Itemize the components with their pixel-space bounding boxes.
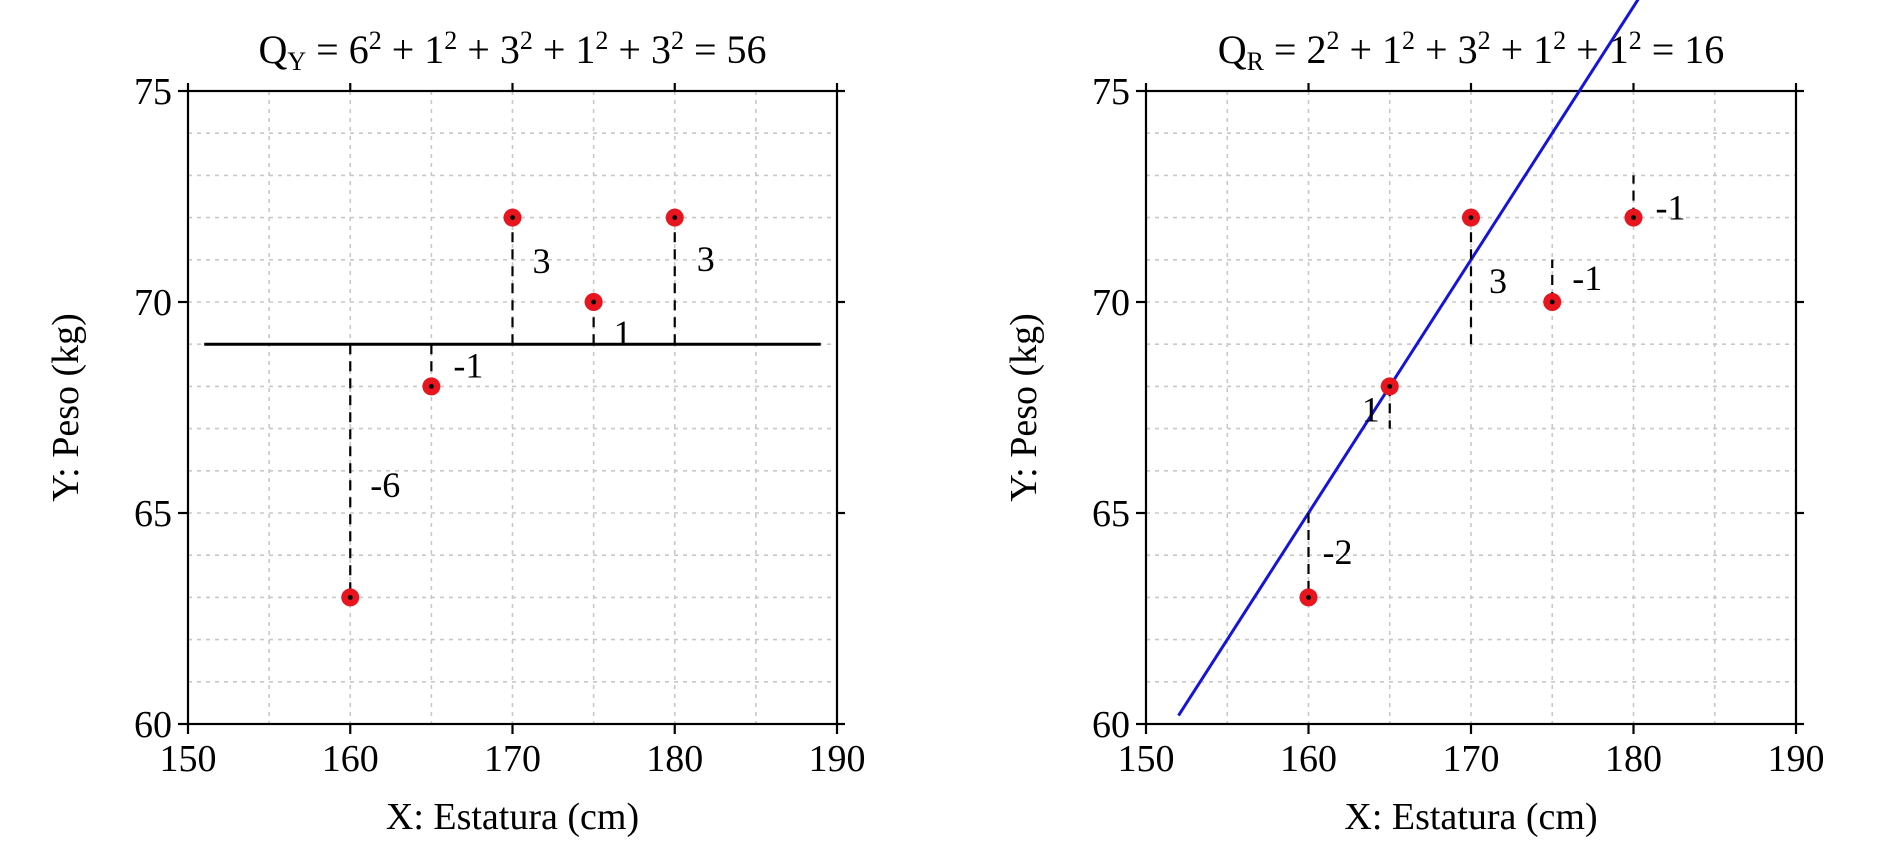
x-tick-label: 190 <box>1768 738 1825 780</box>
residual-label: 3 <box>697 239 715 279</box>
x-tick-label: 170 <box>484 738 541 780</box>
data-point-center <box>1387 384 1393 389</box>
title-part: + 3 <box>608 27 671 72</box>
title-part: + 1 <box>533 27 596 72</box>
x-tick-label: 180 <box>646 738 703 780</box>
residual-label: -1 <box>1572 258 1602 298</box>
data-point-center <box>1306 595 1311 600</box>
x-tick-label: 190 <box>809 738 866 780</box>
residual-label: 3 <box>1489 261 1507 301</box>
y-tick-label: 65 <box>1092 493 1130 535</box>
x-axis-label: X: Estatura (cm) <box>386 796 639 838</box>
title-part: + 1 <box>1339 27 1402 72</box>
y-tick-label: 60 <box>134 704 172 746</box>
title-superscript: 2 <box>1553 26 1566 55</box>
title-superscript: 2 <box>1402 26 1415 55</box>
data-point-center <box>1549 299 1555 305</box>
title-part: + 1 <box>1491 27 1554 72</box>
title-part: + 1 <box>382 27 445 72</box>
y-tick-label: 65 <box>134 493 172 535</box>
x-tick-label: 170 <box>1443 738 1500 780</box>
title-subscript: R <box>1247 47 1265 76</box>
title-superscript: 2 <box>1478 26 1491 55</box>
data-point-center <box>428 384 434 389</box>
y-tick-label: 60 <box>1092 704 1130 746</box>
title-superscript: 2 <box>595 26 608 55</box>
residual-label: 1 <box>1362 390 1380 430</box>
title-subscript: Y <box>287 47 306 76</box>
title-superscript: 2 <box>1629 26 1642 55</box>
title-part: = 2 <box>1264 27 1327 72</box>
y-tick-label: 75 <box>1092 71 1130 113</box>
chart-title: QR = 22 + 12 + 32 + 12 + 12 = 16 <box>1218 26 1725 76</box>
title-superscript: 2 <box>369 26 382 55</box>
y-tick-label: 75 <box>134 71 172 113</box>
title-superscript: 2 <box>1326 26 1339 55</box>
x-tick-label: 180 <box>1605 738 1662 780</box>
chart-mean-residuals: 150 160 170 180 190 60 65 70 75 X: Estatura (cm) Y… <box>45 26 866 838</box>
title-part: Q <box>1218 27 1247 72</box>
x-axis-label: X: Estatura (cm) <box>1344 796 1597 838</box>
data-point-center <box>1468 215 1474 221</box>
x-tick-label: 160 <box>1280 738 1337 780</box>
residual-label: -1 <box>453 345 483 385</box>
title-superscript: 2 <box>444 26 457 55</box>
regression-line <box>1177 0 1640 717</box>
x-tick-label: 150 <box>1118 738 1175 780</box>
residual-label: -6 <box>370 465 400 505</box>
title-part: + 3 <box>457 27 520 72</box>
title-part: Q <box>258 27 287 72</box>
x-tick-label: 160 <box>322 738 379 780</box>
data-point-center <box>347 595 353 600</box>
chart-regression-residuals: 150 160 170 180 190 60 65 70 75 X: Estatura (cm) Y… <box>1003 0 1825 838</box>
residual-label: 1 <box>614 313 632 353</box>
title-part: = 16 <box>1642 27 1725 72</box>
data-point-center <box>591 299 597 305</box>
y-axis-label: Y: Peso (kg) <box>1003 313 1045 502</box>
title-part: + 3 <box>1415 27 1478 72</box>
title-part: = 56 <box>684 27 767 72</box>
chart-title: QY = 62 + 12 + 32 + 12 + 32 = 56 <box>258 26 766 76</box>
title-superscript: 2 <box>520 26 533 55</box>
title-superscript: 2 <box>671 26 684 55</box>
y-axis-label: Y: Peso (kg) <box>45 313 87 502</box>
residual-label: 3 <box>533 241 551 281</box>
data-point-center <box>510 215 515 221</box>
residual-label: -2 <box>1323 532 1353 572</box>
y-tick-label: 70 <box>1092 282 1130 324</box>
y-tick-label: 70 <box>134 282 172 324</box>
title-part: = 6 <box>306 27 369 72</box>
data-point-center <box>672 215 678 221</box>
data-point-center <box>1631 215 1636 221</box>
x-tick-label: 150 <box>160 738 217 780</box>
residual-label: -1 <box>1656 188 1686 228</box>
